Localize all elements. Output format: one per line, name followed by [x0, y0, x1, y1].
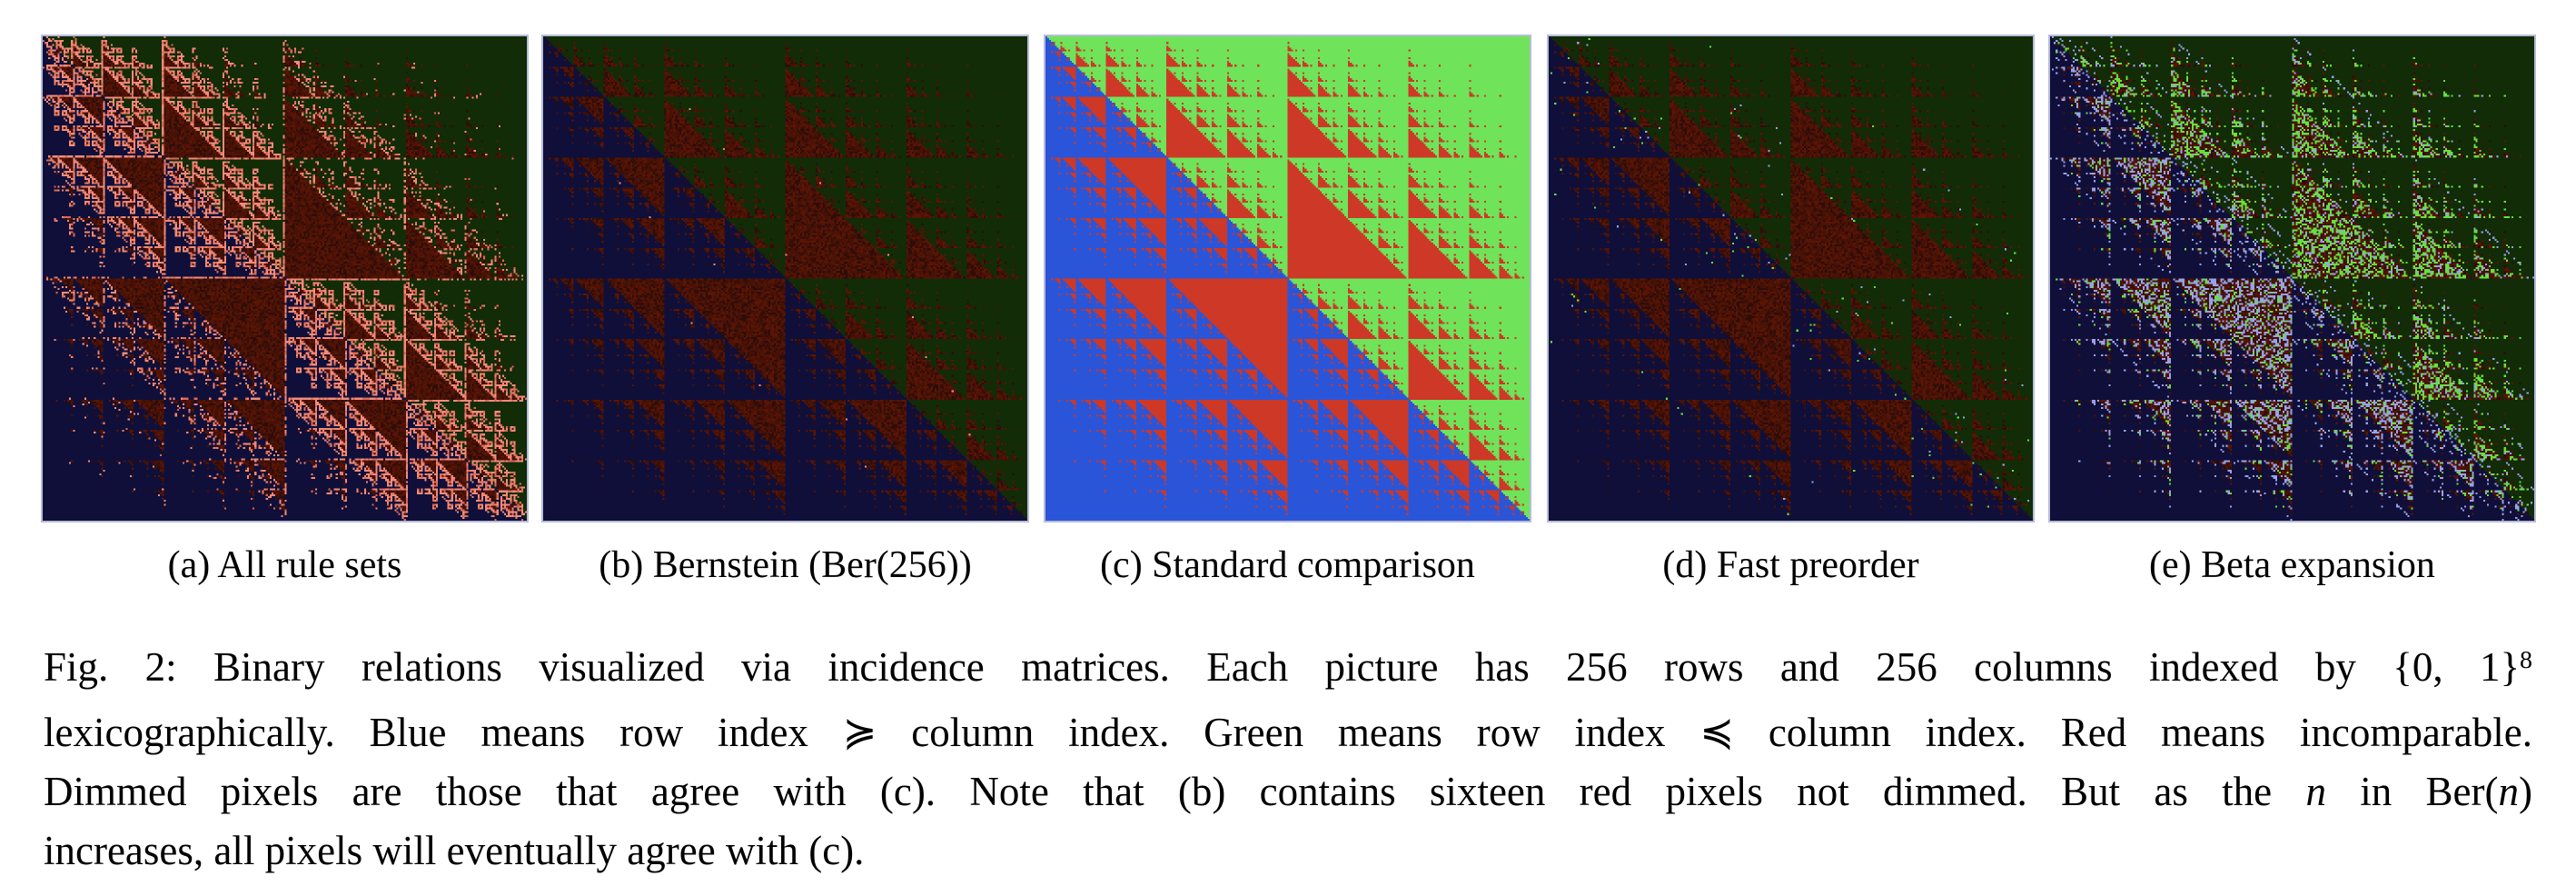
panel-e: [2048, 35, 2536, 523]
caption-segment: column index. Green means row index: [877, 710, 1700, 755]
incidence-matrix-c: [1044, 35, 1531, 523]
panel-label-d: (d) Fast preorder: [1662, 544, 1919, 586]
caption-segment: n: [2305, 769, 2326, 814]
panel-c: [1044, 35, 1531, 523]
caption-segment: ): [2519, 769, 2532, 814]
caption-segment: n: [2498, 769, 2520, 814]
incidence-matrix-e: [2048, 35, 2536, 523]
figure-caption: Fig. 2: Binary relations visualized via …: [44, 638, 2532, 881]
caption-segment: increases, all pixels will eventually ag…: [44, 828, 865, 873]
incidence-matrix-b: [541, 35, 1029, 523]
caption-segment: ≽: [842, 708, 877, 756]
panel-a: [41, 35, 529, 523]
caption-segment: in Ber(: [2325, 769, 2499, 814]
caption-segment: lexicographically. Blue means row index: [44, 710, 843, 755]
incidence-matrix-d: [1547, 35, 2035, 523]
caption-segment: Dimmed pixels are those that agree with …: [44, 769, 2306, 814]
caption-line-2: lexicographically. Blue means row index …: [44, 702, 2532, 762]
panel-b: [541, 35, 1029, 523]
caption-segment: Fig. 2: Binary relations visualized via …: [44, 644, 2521, 690]
incidence-matrix-a: [41, 35, 529, 523]
caption-line-4: increases, all pixels will eventually ag…: [44, 821, 2532, 881]
caption-segment: 8: [2520, 646, 2532, 675]
panel-label-a: (a) All rule sets: [167, 544, 402, 586]
caption-line-3: Dimmed pixels are those that agree with …: [44, 762, 2532, 821]
panel-label-e: (e) Beta expansion: [2149, 544, 2435, 586]
caption-segment: column index. Red means incomparable.: [1734, 710, 2532, 755]
panel-label-b: (b) Bernstein (Ber(256)): [599, 544, 972, 586]
panel-label-c: (c) Standard comparison: [1100, 544, 1475, 586]
panel-d: [1547, 35, 2035, 523]
caption-segment: ≼: [1699, 708, 1735, 756]
caption-line-1: Fig. 2: Binary relations visualized via …: [44, 638, 2532, 702]
